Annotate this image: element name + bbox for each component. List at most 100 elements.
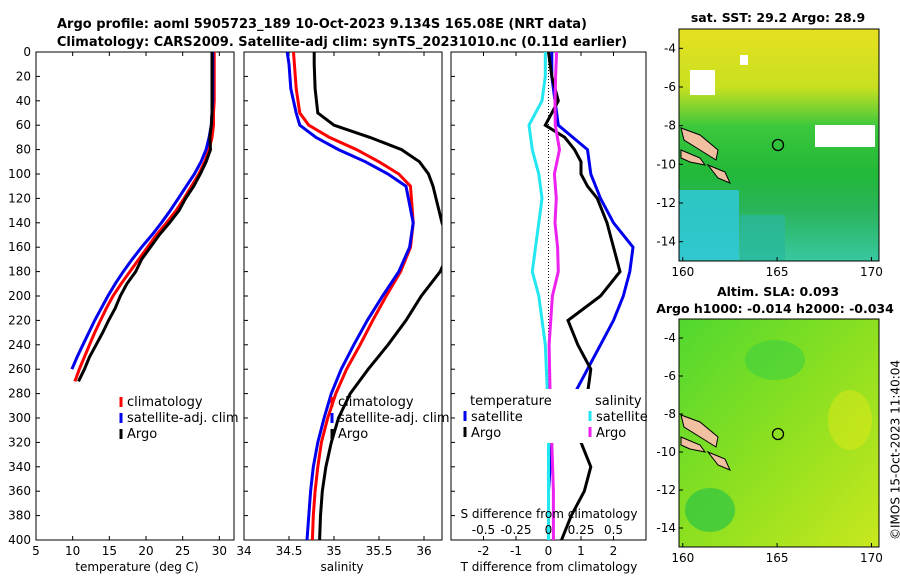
sla-map-ticks: 160 165 170 -4 -6 -8 -10 -12 -14 xyxy=(656,331,883,565)
argo-location-marker xyxy=(771,427,785,441)
series-line-argo xyxy=(77,52,214,383)
legend-background xyxy=(466,389,638,443)
series-line-s-satellite xyxy=(527,52,550,540)
sla-map-title-line1: Altim. SLA: 0.093 xyxy=(717,284,839,299)
y-tick-label: 240 xyxy=(8,338,31,352)
y-tick-label: 200 xyxy=(8,289,31,303)
legend-satellite: satellite-adj. clim xyxy=(127,411,239,426)
x-tick-label: 15 xyxy=(102,544,117,558)
map-y-tick-label: -14 xyxy=(656,521,676,535)
legend-t-title: temperature xyxy=(470,394,552,409)
map-x-tick-label: 170 xyxy=(860,265,883,279)
x-tick-label: 25 xyxy=(175,544,190,558)
title-line2: Climatology: CARS2009. Satellite-adj cli… xyxy=(57,35,627,50)
map-x-tick-label: 165 xyxy=(766,551,789,565)
y-tick-label: 360 xyxy=(8,484,31,498)
y-tick-label: 260 xyxy=(8,362,31,376)
x-tick-label: 0 xyxy=(545,544,553,558)
legend-s-satellite: satellite xyxy=(596,410,648,425)
map-y-tick-label: -12 xyxy=(656,483,676,497)
x-tick-label: 34.5 xyxy=(276,544,303,558)
series-line-satellite-adj-clim xyxy=(285,52,415,540)
map-y-tick-label: -10 xyxy=(656,445,676,459)
temperature-panel: 5 10 15 20 25 3002040608010012014016018020022… xyxy=(8,45,227,558)
y-tick-label: 120 xyxy=(8,191,31,205)
sst-map xyxy=(678,28,880,262)
salinity-panel: 34 34.5 35 35.5 36 xyxy=(236,51,442,558)
temperature-legend: climatology satellite-adj. clim Argo xyxy=(119,395,239,442)
y-tick-label: 160 xyxy=(8,240,31,254)
x-tick-label: 20 xyxy=(138,544,153,558)
x-tick-label: 2 xyxy=(610,544,618,558)
y-tick-label: 140 xyxy=(8,216,31,230)
title-line1: Argo profile: aoml 5905723_189 10-Oct-20… xyxy=(57,17,587,32)
legend-s-title: salinity xyxy=(595,394,642,409)
x-tick-label: 35 xyxy=(326,544,341,558)
y-tick-label: 280 xyxy=(8,387,31,401)
y-tick-label: 20 xyxy=(16,69,31,83)
y-tick-label: 40 xyxy=(16,94,31,108)
s-tick-label: -0.5 xyxy=(472,523,495,537)
series-line-climatology xyxy=(73,52,216,382)
x-tick-label: 35.5 xyxy=(366,544,393,558)
y-tick-label: 220 xyxy=(8,313,31,327)
difference-xlabel: T difference from climatology xyxy=(460,560,638,574)
y-tick-label: 0 xyxy=(23,45,31,59)
island-shape xyxy=(680,414,719,448)
island-shape xyxy=(680,127,719,161)
legend-climatology: climatology xyxy=(338,395,414,410)
sst-map-title: sat. SST: 29.2 Argo: 28.9 xyxy=(691,10,865,25)
sla-high-patch xyxy=(828,390,872,450)
map-y-tick-label: -8 xyxy=(664,407,676,421)
x-tick-label: 34 xyxy=(236,544,251,558)
y-tick-label: 180 xyxy=(8,265,31,279)
series-line-climatology xyxy=(292,52,415,540)
island-shape xyxy=(680,436,707,453)
map-x-tick-label: 165 xyxy=(766,265,789,279)
island-shape xyxy=(706,450,731,471)
salinity-xlabel: salinity xyxy=(320,560,363,574)
x-tick-label: -1 xyxy=(510,544,522,558)
y-tick-label: 340 xyxy=(8,460,31,474)
difference-xlabel-top: S difference from climatology xyxy=(461,507,638,521)
difference-legend: temperature satellite Argo salinity sate… xyxy=(463,389,648,443)
sla-low-patch xyxy=(745,340,805,380)
map-y-tick-label: -8 xyxy=(664,119,676,133)
x-tick-label: 1 xyxy=(577,544,585,558)
y-tick-label: 300 xyxy=(8,411,31,425)
series-line-satellite-adj-clim xyxy=(70,52,215,370)
map-y-tick-label: -4 xyxy=(664,331,676,345)
salinity-panel-frame xyxy=(243,51,443,541)
map-y-tick-label: -6 xyxy=(664,369,676,383)
series-line-t-satellite xyxy=(547,52,635,540)
x-tick-label: 36 xyxy=(416,544,431,558)
map-x-tick-label: 160 xyxy=(671,265,694,279)
y-tick-label: 400 xyxy=(8,533,31,547)
sst-cool-patch xyxy=(740,215,785,260)
legend-argo: Argo xyxy=(127,427,157,442)
copyright-stamp: ©IMOS 15-Oct-2023 11:40:04 xyxy=(889,360,900,540)
legend-t-argo: Argo xyxy=(471,426,501,441)
x-tick-label: -2 xyxy=(478,544,490,558)
map-y-tick-label: -10 xyxy=(656,157,676,171)
y-tick-label: 100 xyxy=(8,167,31,181)
sla-low-patch xyxy=(685,488,735,532)
legend-argo: Argo xyxy=(338,427,368,442)
island-shape xyxy=(706,163,731,184)
map-y-tick-label: -12 xyxy=(656,196,676,210)
temperature-xlabel: temperature (deg C) xyxy=(75,560,198,574)
legend-satellite: satellite-adj. clim xyxy=(338,411,450,426)
difference-panel: -2 -1 0 1 2 -0.5 -0.25 0 0.25 0.5 xyxy=(451,51,635,558)
x-tick-label: 10 xyxy=(65,544,80,558)
x-tick-label: 30 xyxy=(212,544,227,558)
s-tick-label: 0 xyxy=(545,523,553,537)
sst-map-ticks: 160 165 170 -4 -6 -8 -10 -12 -14 xyxy=(656,41,883,279)
series-line-t-argo xyxy=(543,52,622,540)
salinity-legend: climatology satellite-adj. clim Argo xyxy=(330,395,450,442)
island-shape xyxy=(680,149,707,166)
temperature-panel-frame xyxy=(35,51,235,541)
sla-map-frame xyxy=(678,318,880,548)
s-tick-label: 0.25 xyxy=(568,523,595,537)
x-tick-label: 5 xyxy=(32,544,40,558)
